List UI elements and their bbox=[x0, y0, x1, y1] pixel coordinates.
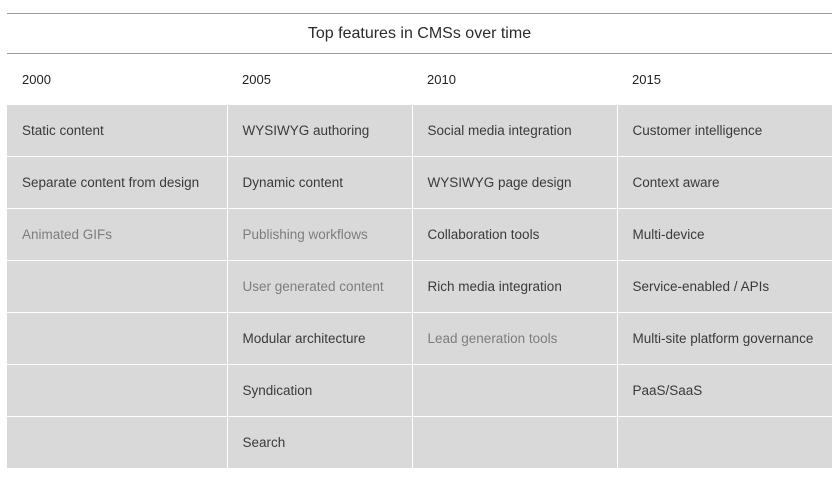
feature-cell-2005: Search bbox=[227, 416, 413, 469]
top-rule bbox=[7, 13, 832, 14]
feature-cell-2010: Lead generation tools bbox=[412, 312, 618, 365]
feature-cell-2000: Static content bbox=[7, 105, 228, 157]
feature-cell-2015: Context aware bbox=[617, 156, 832, 209]
feature-cell-2010 bbox=[412, 416, 618, 469]
feature-cell-2010: Rich media integration bbox=[412, 260, 618, 313]
table-row: Syndication PaaS/SaaS bbox=[7, 364, 832, 417]
column-header-2010: 2010 bbox=[412, 54, 617, 105]
table-row: Separate content from design Dynamic cont… bbox=[7, 156, 832, 209]
table-row: Search bbox=[7, 416, 832, 469]
table-row: User generated content Rich media integra… bbox=[7, 260, 832, 313]
feature-cell-2000 bbox=[7, 416, 228, 469]
feature-cell-2010 bbox=[412, 364, 618, 417]
table-body: Static content WYSIWYG authoring Social me… bbox=[7, 105, 832, 469]
feature-cell-2015: Multi-device bbox=[617, 208, 832, 261]
feature-cell-2010: Social media integration bbox=[412, 105, 618, 157]
feature-cell-2005: Modular architecture bbox=[227, 312, 413, 365]
feature-cell-2015 bbox=[617, 416, 832, 469]
table-row: Modular architecture Lead generation tool… bbox=[7, 312, 832, 365]
feature-cell-2005: User generated content bbox=[227, 260, 413, 313]
column-header-2000: 2000 bbox=[7, 54, 227, 105]
table-row: Static content WYSIWYG authoring Social me… bbox=[7, 105, 832, 157]
feature-cell-2005: Publishing workflows bbox=[227, 208, 413, 261]
feature-cell-2000: Separate content from design bbox=[7, 156, 228, 209]
feature-cell-2015: Service-enabled / APIs bbox=[617, 260, 832, 313]
caption-rule bbox=[7, 53, 832, 54]
header-row: 2000 2005 2010 2015 bbox=[7, 54, 832, 105]
table-caption: Top features in CMSs over time bbox=[307, 25, 532, 42]
feature-cell-2010: Collaboration tools bbox=[412, 208, 618, 261]
column-header-2015: 2015 bbox=[617, 54, 832, 105]
table-row: Animated GIFs Publishing workflows Collabo… bbox=[7, 208, 832, 261]
feature-cell-2005: Syndication bbox=[227, 364, 413, 417]
features-table: 2000 2005 2010 2015 Static content WYSIWY… bbox=[7, 54, 832, 469]
feature-cell-2015: Multi-site platform governance bbox=[617, 312, 832, 365]
feature-cell-2000 bbox=[7, 260, 228, 313]
feature-cell-2000 bbox=[7, 364, 228, 417]
feature-cell-2010: WYSIWYG page design bbox=[412, 156, 618, 209]
feature-cell-2015: Customer intelligence bbox=[617, 105, 832, 157]
feature-cell-2015: PaaS/SaaS bbox=[617, 364, 832, 417]
feature-cell-2000 bbox=[7, 312, 228, 365]
feature-cell-2005: Dynamic content bbox=[227, 156, 413, 209]
feature-cell-2000: Animated GIFs bbox=[7, 208, 228, 261]
feature-cell-2005: WYSIWYG authoring bbox=[227, 105, 413, 157]
column-header-2005: 2005 bbox=[227, 54, 412, 105]
